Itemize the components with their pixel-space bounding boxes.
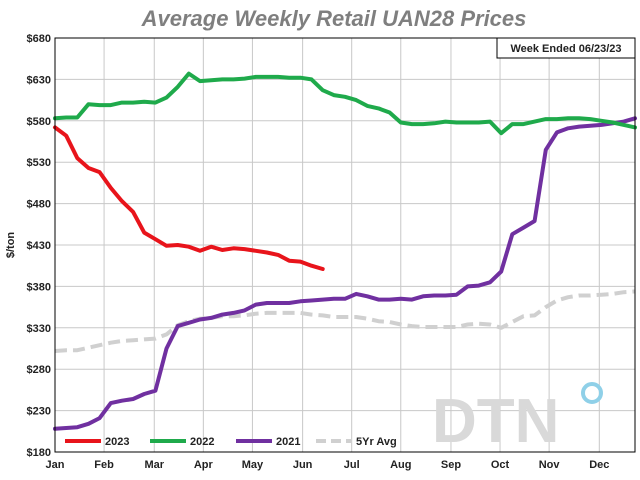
logo-swirl-icon	[581, 382, 603, 404]
week-ended-note-box	[496, 37, 636, 59]
y-tick-label: $380	[27, 281, 51, 293]
plot-area-frame	[54, 37, 636, 453]
series-line-2021	[53, 116, 637, 431]
x-tick-label: Dec	[589, 459, 609, 471]
x-tick-label: Nov	[539, 459, 561, 471]
y-tick-label: $480	[27, 199, 51, 211]
y-axis-ticks: $180 $230 $280 $330 $380 $430 $480 $530 $580 $630…	[27, 33, 51, 459]
legend-label: 2021	[276, 436, 300, 448]
y-tick-label: $430	[27, 240, 51, 252]
x-tick-label: Aug	[390, 459, 411, 471]
y-tick-label: $230	[27, 406, 51, 418]
week-ended-note: Week Ended 06/23/23	[496, 37, 636, 59]
week-ended-note-text: Week Ended 06/23/23	[510, 43, 621, 55]
legend-label: 2023	[105, 436, 129, 448]
y-tick-label: $530	[27, 157, 51, 169]
x-tick-label: Jun	[293, 459, 313, 471]
x-tick-label: Jul	[344, 459, 360, 471]
series-lines	[53, 71, 637, 431]
legend-label: 5Yr Avg	[356, 436, 397, 448]
x-tick-label: May	[242, 459, 264, 471]
chart-title: Average Weekly Retail UAN28 Prices	[141, 6, 527, 31]
y-tick-label: $580	[27, 116, 51, 128]
legend: 2023 2022 2021 5Yr Avg	[65, 436, 397, 448]
series-line-5yr-avg	[54, 289, 636, 353]
x-tick-label: Feb	[94, 459, 114, 471]
y-tick-label: $180	[27, 447, 51, 459]
x-tick-label: Mar	[144, 459, 164, 471]
y-tick-label: $330	[27, 323, 51, 335]
legend-label: 2022	[190, 436, 214, 448]
x-tick-label: Oct	[491, 459, 510, 471]
x-tick-label: Apr	[194, 459, 214, 471]
y-tick-label: $280	[27, 364, 51, 376]
dtn-logo-text: DTN	[432, 387, 559, 456]
series-line-2023	[53, 125, 325, 271]
y-axis-label: $/ton	[5, 232, 17, 259]
series-line-2022	[53, 71, 637, 136]
x-tick-label: Sep	[441, 459, 461, 471]
dtn-logo: DTN	[432, 382, 603, 456]
y-tick-label: $680	[27, 33, 51, 45]
x-axis-ticks: Jan Feb Mar Apr May Jun Jul Aug Sep Oct Nov Dec	[46, 459, 610, 471]
y-tick-label: $630	[27, 74, 51, 86]
x-tick-label: Jan	[46, 459, 65, 471]
